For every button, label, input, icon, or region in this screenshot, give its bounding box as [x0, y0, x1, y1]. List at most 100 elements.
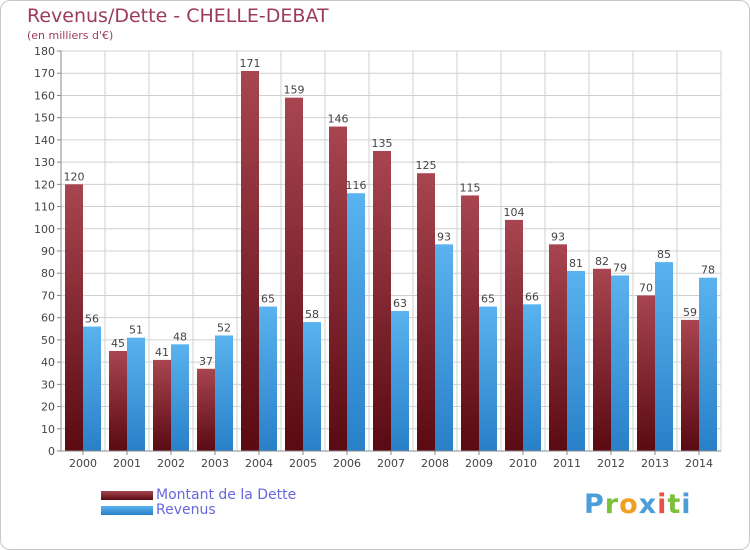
data-label-debt: 146	[328, 113, 349, 126]
data-label-debt: 93	[551, 230, 565, 243]
x-tick-label: 2003	[201, 457, 229, 470]
data-label-revenus: 52	[217, 321, 231, 334]
data-label-debt: 171	[240, 57, 261, 70]
logo-letter: o	[619, 489, 639, 520]
data-label-revenus: 85	[657, 248, 671, 261]
y-tick-label: 80	[41, 267, 55, 280]
x-tick-label: 2005	[289, 457, 317, 470]
x-tick-label: 2000	[69, 457, 97, 470]
data-label-revenus: 56	[85, 313, 99, 326]
bar-debt	[461, 195, 479, 451]
bar-revenus	[567, 271, 585, 451]
bar-revenus	[347, 193, 365, 451]
legend-swatch-revenus	[101, 506, 153, 515]
bar-revenus	[479, 306, 497, 451]
y-tick-label: 30	[41, 378, 55, 391]
data-label-debt: 104	[504, 206, 525, 219]
x-tick-label: 2002	[157, 457, 185, 470]
data-label-revenus: 116	[346, 179, 367, 192]
bar-debt	[153, 359, 171, 451]
y-tick-label: 60	[41, 312, 55, 325]
y-tick-label: 40	[41, 356, 55, 369]
y-tick-label: 130	[34, 156, 55, 169]
x-tick-label: 2009	[465, 457, 493, 470]
data-label-debt: 37	[199, 355, 213, 368]
legend-swatch-debt	[101, 491, 153, 500]
x-tick-label: 2013	[641, 457, 669, 470]
y-tick-label: 160	[34, 89, 55, 102]
data-label-debt: 125	[416, 159, 437, 172]
y-tick-label: 50	[41, 334, 55, 347]
bar-debt	[65, 184, 83, 452]
bar-debt	[593, 268, 611, 451]
data-label-debt: 135	[372, 137, 393, 150]
bar-revenus	[215, 335, 233, 451]
bar-revenus	[523, 304, 541, 451]
proxiti-logo: Proxiti	[584, 489, 692, 520]
data-label-debt: 59	[683, 306, 697, 319]
data-label-debt: 45	[111, 337, 125, 350]
bar-debt	[285, 97, 303, 452]
data-label-revenus: 93	[437, 230, 451, 243]
x-tick-label: 2012	[597, 457, 625, 470]
data-label-debt: 115	[460, 181, 481, 194]
y-tick-label: 0	[48, 445, 55, 458]
data-label-debt: 82	[595, 255, 609, 268]
data-label-revenus: 78	[701, 264, 715, 277]
logo-letter: i	[657, 489, 668, 520]
data-label-debt: 70	[639, 281, 653, 294]
x-tick-label: 2011	[553, 457, 581, 470]
data-label-revenus: 66	[525, 290, 539, 303]
data-label-revenus: 79	[613, 261, 627, 274]
bar-revenus	[391, 311, 409, 451]
y-tick-label: 20	[41, 401, 55, 414]
bar-debt	[373, 151, 391, 451]
bar-revenus	[127, 337, 145, 451]
data-label-revenus: 48	[173, 330, 187, 343]
bar-debt	[109, 351, 127, 451]
data-label-debt: 120	[64, 170, 85, 183]
bar-debt	[681, 319, 699, 451]
bar-debt	[241, 71, 259, 451]
bar-debt	[197, 368, 215, 451]
data-label-revenus: 65	[261, 293, 275, 306]
bar-debt	[417, 173, 435, 451]
y-tick-label: 100	[34, 223, 55, 236]
bar-debt	[637, 295, 655, 451]
data-label-revenus: 63	[393, 297, 407, 310]
data-label-revenus: 58	[305, 308, 319, 321]
x-tick-label: 2001	[113, 457, 141, 470]
y-tick-label: 140	[34, 134, 55, 147]
y-tick-label: 170	[34, 67, 55, 80]
y-tick-label: 110	[34, 201, 55, 214]
bar-debt	[329, 126, 347, 452]
y-tick-label: 180	[34, 45, 55, 58]
logo-letter: t	[667, 489, 682, 520]
data-label-debt: 41	[155, 346, 169, 359]
y-tick-label: 120	[34, 178, 55, 191]
bar-revenus	[259, 306, 277, 451]
bar-revenus	[171, 344, 189, 451]
bar-debt	[505, 219, 523, 451]
bar-revenus	[435, 244, 453, 451]
legend: Montant de la Dette Revenus	[101, 488, 296, 518]
bar-revenus	[655, 262, 673, 451]
y-tick-label: 70	[41, 289, 55, 302]
x-tick-label: 2007	[377, 457, 405, 470]
data-label-revenus: 65	[481, 293, 495, 306]
bar-revenus	[83, 326, 101, 451]
bar-revenus	[303, 322, 321, 451]
logo-letter: x	[638, 489, 658, 520]
x-tick-label: 2008	[421, 457, 449, 470]
logo-letter: i	[681, 489, 692, 520]
y-tick-label: 150	[34, 112, 55, 125]
logo-letter: r	[604, 489, 620, 520]
chart-subtitle: (en milliers d'€)	[27, 29, 114, 42]
y-tick-label: 90	[41, 245, 55, 258]
x-tick-label: 2014	[685, 457, 713, 470]
bar-revenus	[699, 277, 717, 451]
chart-title: Revenus/Dette - CHELLE-DEBAT	[27, 5, 329, 27]
x-tick-label: 2010	[509, 457, 537, 470]
legend-label-debt: Montant de la Dette	[156, 487, 297, 503]
